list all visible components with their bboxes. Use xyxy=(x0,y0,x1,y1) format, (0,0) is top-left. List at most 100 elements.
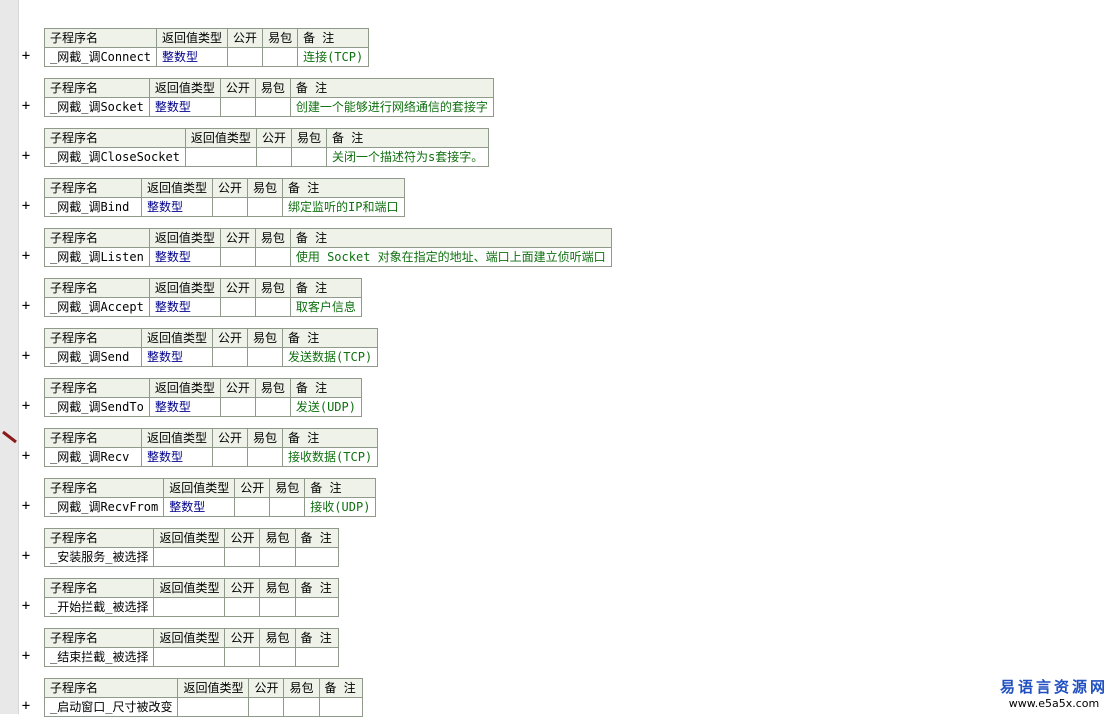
header-cell: 易包 xyxy=(247,428,284,448)
header-cell: 返回值类型 xyxy=(148,78,221,98)
expand-toggle[interactable]: + xyxy=(21,598,31,614)
return-type: 整数型 xyxy=(140,447,214,467)
subroutine-table: 子程序名 返回值类型 公开 易包备 注 _网截_调Recv 整数型 接收数据(TCP) xyxy=(44,428,379,467)
header-cell: 返回值类型 xyxy=(148,228,221,248)
data-row: _网截_调RecvFrom 整数型 接收(UDP) xyxy=(43,497,377,517)
header-cell: 备 注 xyxy=(282,178,405,198)
note: 使用 Socket 对象在指定的地址、端口上面建立侦听端口 xyxy=(289,247,612,267)
sub-name[interactable]: _结束拦截_被选择 xyxy=(43,647,155,667)
sub-name[interactable]: _网截_调Accept xyxy=(44,297,150,317)
header-cell: 返回值类型 xyxy=(148,278,221,298)
note: 发送(UDP) xyxy=(289,397,362,417)
header-cell: 返回值类型 xyxy=(177,678,250,698)
sub-name[interactable]: _网截_调RecvFrom xyxy=(43,497,165,517)
sub-name[interactable]: _网截_调CloseSocket xyxy=(44,147,186,167)
header-cell: 备 注 xyxy=(304,478,377,498)
header-cell: 公开 xyxy=(219,378,256,398)
expand-toggle[interactable]: + xyxy=(21,348,31,364)
sub-name[interactable]: _安装服务_被选择 xyxy=(43,547,155,567)
return-type: 整数型 xyxy=(140,347,214,367)
header-cell: 子程序名 xyxy=(44,278,150,298)
header-cell: 易包 xyxy=(269,478,306,498)
return-type: 整数型 xyxy=(148,397,221,417)
expand-toggle[interactable]: + xyxy=(21,248,31,264)
data-row: _网截_调Send 整数型 发送数据(TCP) xyxy=(44,347,379,367)
header-row: 子程序名 返回值类型 公开 易包备 注 xyxy=(44,328,379,348)
expand-toggle[interactable]: + xyxy=(21,448,31,464)
public-flag xyxy=(212,347,249,367)
header-cell: 易包 xyxy=(290,128,327,148)
header-cell: 子程序名 xyxy=(43,28,158,48)
expand-toggle[interactable]: + xyxy=(21,198,31,214)
expand-toggle[interactable]: + xyxy=(21,648,31,664)
expand-toggle[interactable]: + xyxy=(21,498,31,514)
public-flag xyxy=(224,547,261,567)
subroutine-table: 子程序名 返回值类型 公开 易包备 注 _结束拦截_被选择 xyxy=(43,628,339,667)
public-flag xyxy=(219,297,256,317)
subroutine-table: 子程序名 返回值类型 公开 易包备 注 _启动窗口_尺寸被改变 xyxy=(43,678,363,717)
sub-name[interactable]: _网截_调Send xyxy=(44,347,142,367)
expand-toggle[interactable]: + xyxy=(21,48,31,64)
header-cell: 公开 xyxy=(248,678,285,698)
header-cell: 备 注 xyxy=(294,628,339,648)
header-row: 子程序名 返回值类型 公开 易包备 注 xyxy=(44,428,379,448)
sub-name[interactable]: _网截_调SendTo xyxy=(44,397,150,417)
note: 连接(TCP) xyxy=(297,47,370,67)
package-flag xyxy=(247,447,284,467)
header-cell: 子程序名 xyxy=(43,578,155,598)
header-cell: 易包 xyxy=(254,228,291,248)
expand-toggle[interactable]: + xyxy=(21,398,31,414)
public-flag xyxy=(234,497,271,517)
expand-toggle[interactable]: + xyxy=(21,98,31,114)
header-row: 子程序名 返回值类型 公开 易包备 注 xyxy=(43,578,339,598)
header-cell: 返回值类型 xyxy=(156,28,229,48)
package-flag xyxy=(269,497,306,517)
expand-toggle[interactable]: + xyxy=(21,298,31,314)
header-cell: 返回值类型 xyxy=(148,378,221,398)
header-cell: 易包 xyxy=(259,528,296,548)
data-row: _开始拦截_被选择 xyxy=(43,597,339,617)
sub-name[interactable]: _网截_调Recv xyxy=(44,447,142,467)
expand-toggle[interactable]: + xyxy=(21,698,31,714)
expand-toggle[interactable]: + xyxy=(21,548,31,564)
watermark: 易语言资源网 www.e5a5x.com xyxy=(1000,676,1108,710)
public-flag xyxy=(224,597,261,617)
data-row: _网截_调SendTo 整数型 发送(UDP) xyxy=(44,397,362,417)
watermark-title: 易语言资源网 xyxy=(999,678,1108,696)
data-row: _启动窗口_尺寸被改变 xyxy=(43,697,363,717)
expand-toggle[interactable]: + xyxy=(21,148,31,164)
data-row: _网截_调Listen 整数型 使用 Socket 对象在指定的地址、端口上面建立侦… xyxy=(44,247,612,267)
header-cell: 易包 xyxy=(262,28,299,48)
header-cell: 公开 xyxy=(234,478,271,498)
header-cell: 备 注 xyxy=(318,678,363,698)
sub-name[interactable]: _网截_调Bind xyxy=(44,197,142,217)
header-cell: 易包 xyxy=(283,678,320,698)
return-type xyxy=(153,597,226,617)
note: 发送数据(TCP) xyxy=(282,347,379,367)
subroutine-table: 子程序名 返回值类型 公开 易包备 注 _安装服务_被选择 xyxy=(43,528,339,567)
header-cell: 子程序名 xyxy=(43,628,155,648)
sub-name[interactable]: _网截_调Socket xyxy=(44,97,150,117)
return-type xyxy=(153,547,226,567)
subroutine-table: 子程序名 返回值类型 公开 易包备 注 _网截_调RecvFrom 整数型 接收(UDP) xyxy=(43,478,377,517)
subroutine-table: 子程序名 返回值类型 公开 易包备 注 _网截_调Send 整数型 发送数据(TCP) xyxy=(44,328,379,367)
package-flag xyxy=(254,397,291,417)
return-type xyxy=(184,147,257,167)
header-cell: 返回值类型 xyxy=(153,528,226,548)
header-cell: 易包 xyxy=(259,628,296,648)
sub-name[interactable]: _启动窗口_尺寸被改变 xyxy=(43,697,179,717)
header-row: 子程序名 返回值类型 公开 易包备 注 xyxy=(44,378,362,398)
package-flag xyxy=(262,47,299,67)
subroutine-table: 子程序名 返回值类型 公开 易包备 注 _网截_调Socket 整数型 创建一个能够进行网络… xyxy=(44,78,494,117)
header-cell: 返回值类型 xyxy=(163,478,236,498)
sub-name[interactable]: _网截_调Listen xyxy=(44,247,150,267)
note: 取客户信息 xyxy=(289,297,362,317)
public-flag xyxy=(219,397,256,417)
header-cell: 备 注 xyxy=(297,28,370,48)
sub-name[interactable]: _网截_调Connect xyxy=(43,47,158,67)
sub-name[interactable]: _开始拦截_被选择 xyxy=(43,597,155,617)
header-row: 子程序名 返回值类型 公开 易包备 注 xyxy=(44,128,490,148)
data-row: _安装服务_被选择 xyxy=(43,547,339,567)
public-flag xyxy=(227,47,264,67)
package-flag xyxy=(254,247,291,267)
